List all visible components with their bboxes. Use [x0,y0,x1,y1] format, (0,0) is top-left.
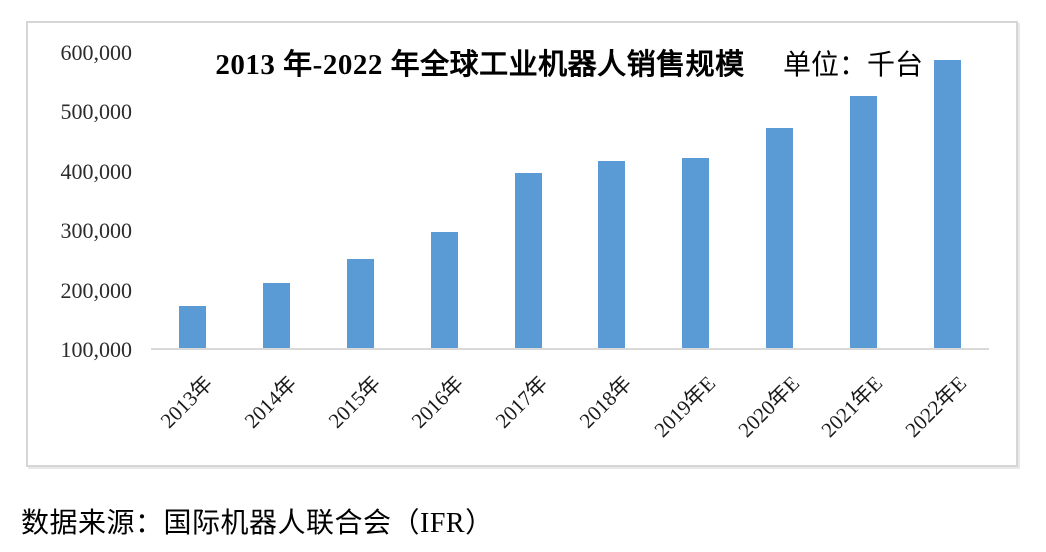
x-tick-label: 2022年E [900,371,972,442]
x-label-slot: 2015年 [319,350,403,467]
bar-slot [235,23,319,348]
x-axis-line [151,348,989,350]
x-label-slot: 2014年 [235,350,319,467]
x-label-slot: 2019年E [649,350,738,467]
bar-slot [486,23,570,348]
bar-slot [151,23,235,348]
bar-slot [319,23,403,348]
bar-2013年 [179,306,207,348]
bar-slot [821,23,905,348]
bar-2018年 [598,160,626,348]
x-tick-label: 2019年E [649,371,720,442]
bar-2014年 [263,282,291,348]
bar-slot [402,23,486,348]
chart-panel: 2013 年-2022 年全球工业机器人销售规模 单位：千台 600,000 50… [26,21,1018,467]
x-tick-label: 2021年E [816,371,888,442]
bar-2016年 [430,232,458,348]
x-axis-labels: 2013年 2014年 2015年 2016年 2017年 2018年 2019年E 2020… [151,350,989,467]
x-label-slot: 2022年E [901,350,989,467]
bar-2022年E [933,59,961,348]
x-label-slot: 2018年 [570,350,654,467]
x-tick-label: 2013年 [155,371,218,433]
bar-slot [738,23,822,348]
data-source-caption: 数据来源：国际机器人联合会（IFR） [21,508,494,539]
x-tick-label: 2015年 [323,371,385,433]
y-tick-label: 500,000 [60,99,133,125]
unit-label: 单位：千台 [783,50,924,81]
bar-2015年 [346,258,374,348]
y-tick-label: 400,000 [60,158,133,184]
bar-2021年E [849,95,877,348]
x-tick-label: 2014年 [239,371,301,433]
chart-title: 2013 年-2022 年全球工业机器人销售规模 [215,49,745,81]
bar-slot [905,23,989,348]
x-label-slot: 2021年E [816,350,905,467]
y-tick-label: 600,000 [60,40,133,65]
x-label-slot: 2016年 [402,350,486,467]
bar-2017年 [514,172,542,348]
y-tick-label: 100,000 [60,337,133,362]
x-tick-label: 2020年E [733,371,804,442]
bar-slot [654,23,738,348]
x-label-slot: 2013年 [151,350,235,467]
bar-slot [570,23,654,348]
x-tick-label: 2017年 [490,371,553,433]
plot-area [151,23,989,348]
y-axis-tick-labels: 600,000 500,000 400,000 300,000 200,000 100,0… [28,23,133,469]
x-label-slot: 2017年 [486,350,570,467]
bar-2019年E [682,157,710,348]
y-tick-label: 200,000 [60,277,133,303]
x-label-slot: 2020年E [733,350,822,467]
x-tick-label: 2018年 [574,371,637,433]
x-tick-label: 2016年 [407,371,469,433]
y-tick-label: 300,000 [60,218,133,244]
bar-2020年E [765,128,793,348]
